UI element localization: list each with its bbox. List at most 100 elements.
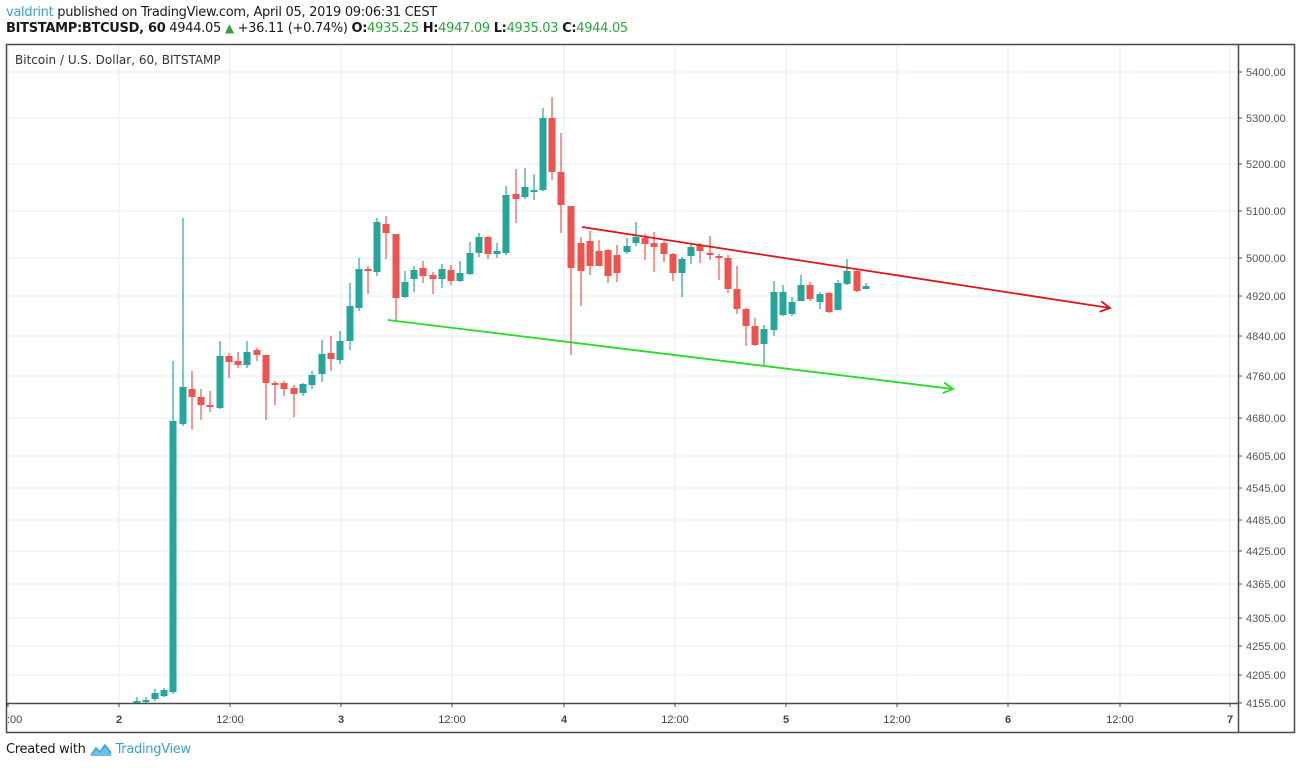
- arrowhead-icon: [942, 381, 955, 394]
- candle-up: [788, 297, 796, 316]
- y-tick-label: 5400.00: [1246, 67, 1286, 79]
- candle-down: [595, 240, 603, 266]
- y-tick-label: 4605.00: [1246, 451, 1286, 463]
- candle-down: [825, 292, 833, 313]
- candle-up: [438, 264, 446, 288]
- candle-down: [206, 391, 214, 412]
- candle-down: [447, 265, 455, 285]
- x-tick-label: 6: [1005, 714, 1011, 726]
- candle-down: [724, 255, 732, 293]
- symbol-info: BITSTAMP:BTCUSD, 60 4944.05 ▲ +36.11 (+0…: [6, 21, 628, 36]
- symbol-label: BITSTAMP:BTCUSD, 60: [6, 21, 166, 36]
- candle-down: [604, 249, 612, 283]
- candle-up: [169, 361, 177, 694]
- candle-down: [262, 355, 270, 420]
- candle-down: [660, 241, 668, 262]
- candle-up: [843, 259, 851, 285]
- candle-down: [271, 381, 279, 405]
- resistance-trendline[interactable]: [581, 226, 1112, 313]
- candle-down: [577, 237, 585, 306]
- y-tick-label: 4485.00: [1246, 515, 1286, 527]
- x-tick-label: 12:00: [883, 714, 911, 726]
- candle-down: [733, 266, 741, 314]
- candle-up: [493, 243, 501, 258]
- candle-down: [641, 234, 649, 260]
- candle-down: [234, 352, 242, 368]
- open-label: O:: [351, 21, 368, 36]
- candle-up: [243, 341, 251, 368]
- candle-up: [760, 325, 768, 367]
- x-tick-label: 2: [116, 714, 122, 726]
- y-tick-label: 4155.00: [1246, 698, 1286, 710]
- y-tick-label: 4760.00: [1246, 371, 1286, 383]
- y-tick-label: 5100.00: [1246, 206, 1286, 218]
- candle-up: [142, 697, 150, 703]
- candle-down: [188, 371, 196, 430]
- candle-down: [392, 234, 400, 320]
- candle-up: [521, 168, 529, 199]
- open-value: 4935.25: [367, 21, 419, 36]
- tradingview-link[interactable]: TradingView: [115, 742, 192, 757]
- candle-up: [299, 383, 307, 396]
- candle-up: [410, 266, 418, 292]
- candle-up: [133, 697, 141, 703]
- y-tick-label: 5300.00: [1246, 113, 1286, 125]
- footer: Created with TradingView: [6, 742, 191, 757]
- candle-down: [419, 261, 427, 283]
- candle-down: [696, 243, 704, 263]
- last-price: 4944.05: [169, 21, 221, 36]
- candle-up: [346, 283, 354, 350]
- x-tick-label: :00: [7, 714, 22, 726]
- candle-down: [382, 216, 390, 259]
- candle-up: [623, 238, 631, 254]
- y-tick-label: 4920.00: [1246, 291, 1286, 303]
- candle-down: [548, 97, 556, 180]
- x-tick-label: 5: [783, 714, 789, 726]
- close-value: 4944.05: [576, 21, 628, 36]
- candle-up: [456, 261, 464, 282]
- tradingview-logo-icon: [89, 743, 112, 756]
- candles: [133, 97, 870, 703]
- candle-down: [512, 169, 520, 223]
- arrowhead-icon: [1099, 300, 1112, 313]
- x-tick-label: 12:00: [661, 714, 689, 726]
- candle-down: [706, 236, 714, 260]
- candle-up: [530, 174, 538, 200]
- candle-down: [225, 353, 233, 378]
- author-link[interactable]: valdrint: [6, 5, 54, 20]
- candle-up: [797, 275, 805, 301]
- candle-up: [862, 283, 870, 289]
- candle-up: [632, 222, 640, 246]
- candle-up: [318, 340, 326, 382]
- trendlines[interactable]: [387, 226, 1112, 394]
- candle-up: [216, 341, 224, 409]
- candle-up: [539, 108, 547, 191]
- high-value: 4947.09: [438, 21, 490, 36]
- y-tick-label: 4205.00: [1246, 670, 1286, 682]
- publish-info: valdrint published on TradingView.com, A…: [6, 5, 437, 20]
- x-tick-label: 12:00: [216, 714, 244, 726]
- candle-down: [197, 389, 205, 420]
- candle-down: [280, 381, 288, 396]
- candle-up: [355, 258, 363, 311]
- candle-up: [678, 257, 686, 297]
- candle-up: [687, 243, 695, 264]
- time-axis[interactable]: :00 2 12:00 3 12:00 4 12:00 5 12:00 6 12:00 7: [7, 703, 1233, 726]
- candle-down: [742, 308, 750, 346]
- y-tick-label: 4680.00: [1246, 413, 1286, 425]
- chart-frame: [5, 43, 1296, 734]
- candle-up: [816, 292, 824, 309]
- candle-up: [401, 271, 409, 298]
- support-trendline[interactable]: [387, 319, 955, 394]
- y-tick-label: 4545.00: [1246, 483, 1286, 495]
- candle-up: [834, 280, 842, 310]
- candle-up: [779, 285, 787, 316]
- grid-lines: [7, 45, 1238, 704]
- x-tick-label: 4: [561, 714, 568, 726]
- candle-up: [179, 218, 187, 426]
- close-label: C:: [562, 21, 577, 36]
- candle-down: [429, 272, 437, 294]
- price-axis[interactable]: 5400.00 5300.00 5200.00 5100.00 5000.00 4920.…: [1238, 67, 1286, 710]
- candle-up: [502, 186, 510, 255]
